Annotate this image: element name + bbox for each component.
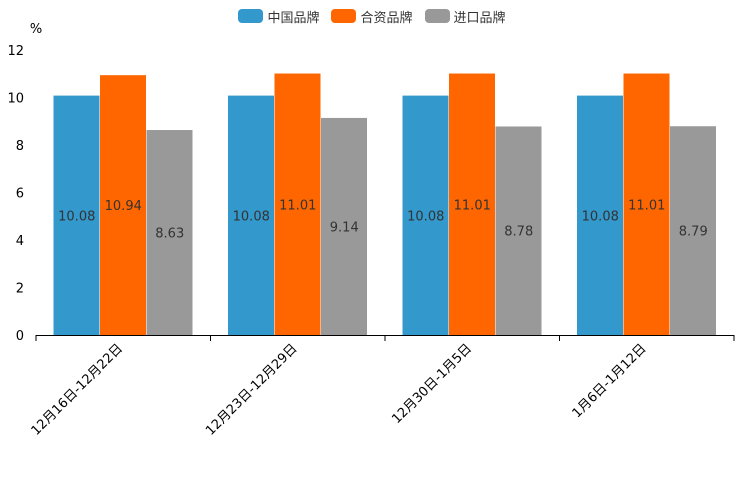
- x-category-label-3: 1月6日-1月12日: [570, 341, 650, 421]
- bar-value-label-3-1: 11.01: [628, 198, 665, 213]
- legend-swatch-joint-venture-brand: [331, 9, 357, 23]
- bar-0-0[interactable]: [53, 95, 100, 335]
- bar-1-2[interactable]: [321, 117, 367, 335]
- y-axis-ticks: 0 2 4 6 8 10 12: [7, 44, 24, 344]
- legend-item-joint-venture-brand[interactable]: 合资品牌: [331, 7, 413, 26]
- bar-3-1[interactable]: [623, 73, 670, 335]
- bar-3-0[interactable]: [577, 95, 623, 335]
- x-category-label-1: 12月23日-12月29日: [203, 341, 300, 438]
- chart-legend: 中国品牌 合资品牌 进口品牌: [0, 5, 744, 27]
- bar-value-label-2-1: 11.01: [454, 198, 491, 213]
- bar-series-group: [53, 73, 716, 336]
- y-tick-label-0: 0: [16, 329, 24, 344]
- legend-label-china-brand: 中国品牌: [267, 10, 320, 26]
- bar-1-0[interactable]: [228, 95, 274, 335]
- y-tick-label-12: 12: [7, 44, 24, 59]
- bar-3-2[interactable]: [670, 126, 716, 335]
- bar-value-label-3-2: 8.79: [679, 225, 708, 240]
- y-axis-unit-label: %: [30, 22, 42, 37]
- bar-value-label-3-0: 10.08: [582, 209, 619, 224]
- bar-value-label-0-0: 10.08: [58, 209, 95, 224]
- bar-0-1[interactable]: [100, 75, 146, 336]
- y-tick-label-4: 4: [16, 234, 24, 249]
- bar-1-1[interactable]: [274, 73, 321, 335]
- bar-value-label-1-2: 9.14: [330, 220, 359, 235]
- bar-value-label-1-0: 10.08: [233, 209, 270, 224]
- x-axis-ticks: [35, 335, 735, 341]
- x-category-label-0: 12月16日-12月22日: [29, 341, 126, 438]
- bar-value-label-1-1: 11.01: [279, 198, 316, 213]
- y-tick-label-2: 2: [16, 282, 24, 297]
- bar-value-label-2-2: 8.78: [504, 225, 533, 240]
- x-axis-category-labels: 12月16日-12月22日 12月23日-12月29日 12月30日-1月5日 1月6…: [29, 341, 650, 438]
- legend-label-joint-venture-brand: 合资品牌: [360, 10, 413, 26]
- bar-2-2[interactable]: [495, 126, 542, 335]
- bar-0-2[interactable]: [146, 130, 193, 335]
- x-category-label-2: 12月30日-1月5日: [389, 341, 475, 427]
- legend-swatch-import-brand: [424, 9, 450, 23]
- bar-value-label-2-0: 10.08: [407, 209, 444, 224]
- bar-2-0[interactable]: [402, 95, 449, 335]
- legend-item-china-brand[interactable]: 中国品牌: [238, 7, 319, 26]
- legend-item-import-brand[interactable]: 进口品牌: [424, 7, 506, 26]
- bar-value-label-0-2: 8.63: [155, 227, 184, 242]
- legend-label-import-brand: 进口品牌: [453, 10, 506, 26]
- y-tick-label-8: 8: [16, 139, 24, 154]
- bar-data-labels: 10.08 10.94 8.63 10.08 11.01 9.14 10.08 11.01 8.…: [58, 198, 708, 241]
- bar-value-label-0-1: 10.94: [105, 199, 142, 214]
- y-tick-label-6: 6: [16, 187, 24, 202]
- y-tick-label-10: 10: [7, 92, 24, 107]
- legend-swatch-china-brand: [238, 9, 264, 23]
- bar-2-1[interactable]: [449, 73, 495, 335]
